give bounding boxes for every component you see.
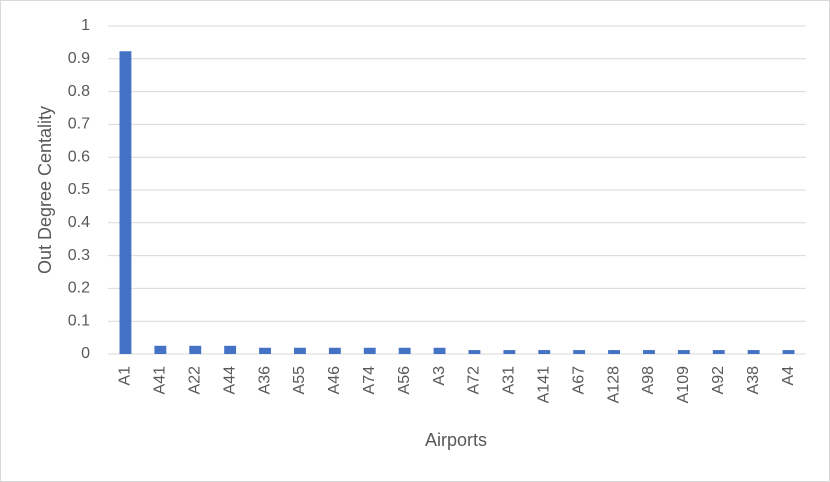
bar (224, 345, 237, 354)
x-tick-label: A22 (186, 366, 203, 395)
x-tick-label: A128 (605, 366, 622, 403)
bar (538, 350, 551, 354)
x-tick-label: A92 (710, 366, 727, 395)
x-tick-label: A109 (675, 366, 692, 403)
x-axis-title: Airports (425, 430, 487, 450)
x-tick-label: A72 (466, 366, 483, 395)
x-tick-label: A55 (291, 366, 308, 395)
y-tick-label: 0.3 (68, 247, 90, 264)
bar (643, 350, 655, 354)
bar (782, 350, 795, 354)
bar (294, 347, 306, 354)
y-tick-label: 0.2 (68, 280, 90, 297)
bar (677, 350, 690, 354)
x-tick-label: A67 (570, 366, 587, 395)
y-tick-label: 0.7 (68, 116, 90, 133)
bar (712, 350, 725, 354)
bar (573, 350, 586, 354)
x-tick-label: A1 (117, 366, 134, 386)
x-tick-label: A31 (501, 366, 518, 395)
bar (398, 347, 411, 354)
y-tick-label: 0 (81, 345, 90, 362)
bar (154, 345, 167, 354)
bar (189, 345, 202, 354)
x-tick-label: A36 (256, 366, 273, 395)
x-tick-label: A38 (745, 366, 762, 395)
x-tick-label: A141 (535, 366, 552, 403)
bar (747, 350, 760, 354)
x-tick-label: A41 (152, 366, 169, 395)
bar (328, 347, 341, 354)
bar (259, 347, 271, 354)
x-tick-label: A56 (396, 366, 413, 395)
y-tick-label: 0.4 (68, 214, 90, 231)
x-tick-label: A44 (221, 366, 238, 395)
y-tick-label: 0.8 (68, 83, 90, 100)
bar (503, 350, 516, 354)
x-tick-label: A98 (640, 366, 657, 395)
bar (363, 347, 376, 354)
bar (608, 350, 620, 354)
y-axis-title: Out Degree Centality (35, 106, 55, 274)
x-tick-label: A3 (431, 366, 448, 386)
y-tick-label: 0.1 (68, 312, 90, 329)
bar (433, 347, 446, 354)
x-tick-label: A74 (361, 366, 378, 395)
bar (468, 350, 481, 354)
y-tick-label: 1 (81, 17, 90, 34)
y-tick-label: 0.6 (68, 148, 90, 165)
x-tick-label: A46 (326, 366, 343, 395)
bar (119, 51, 132, 354)
x-tick-label: A4 (780, 366, 797, 386)
y-tick-label: 0.5 (68, 181, 90, 198)
y-tick-label: 0.9 (68, 50, 90, 67)
